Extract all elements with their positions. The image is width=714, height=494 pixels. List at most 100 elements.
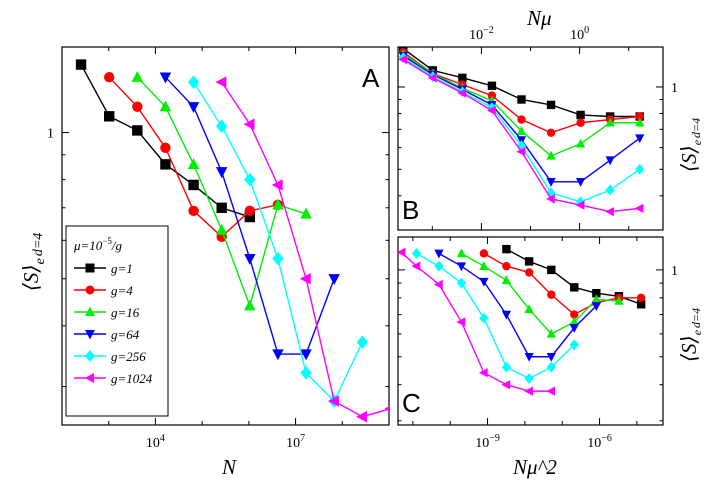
point-b-g-1024-4	[516, 147, 526, 157]
legend-label-g-256: g=256	[111, 349, 146, 364]
legend-item-g-1024: g=1024	[74, 371, 153, 386]
xlabel-b: Nμ	[526, 6, 552, 30]
point-a-g-4-5	[244, 205, 256, 217]
axes-frame-c	[397, 236, 664, 426]
point-a-g-1024-2	[271, 179, 283, 191]
point-a-g-1024-6	[384, 406, 389, 412]
point-c-g-1024-0	[398, 247, 406, 257]
point-c-g-1024-4	[478, 368, 488, 378]
point-a-g-4-3	[188, 205, 199, 217]
point-c-g-256-6	[546, 361, 556, 373]
legend-marker-g-1	[85, 263, 95, 273]
point-a-g-256-4	[300, 366, 312, 380]
point-b-g-4-5	[546, 128, 556, 137]
point-a-g-64-2	[215, 167, 228, 179]
point-a-g-1-6	[244, 211, 256, 223]
point-b-g-1024-5	[546, 194, 555, 204]
tick-label-a-x1: 107	[286, 433, 305, 451]
plot-area-c	[398, 244, 646, 396]
xlabel-a: N	[221, 455, 237, 479]
tick-label-c-x0: 10−9	[475, 433, 500, 451]
point-b-g-256-5	[546, 187, 556, 199]
plot-area-a	[75, 59, 389, 423]
point-b-g-4-8	[635, 112, 644, 121]
point-a-g-16-2	[187, 158, 200, 170]
point-a-g-256-6	[356, 335, 369, 350]
legend-marker-g-16	[85, 306, 95, 317]
point-c-g-16-5	[569, 316, 579, 326]
point-c-g-4-4	[570, 310, 579, 319]
ticks	[61, 47, 663, 425]
ylabel-c: ⟨S⟩ed=4	[677, 308, 704, 362]
point-c-g-1-3	[570, 283, 579, 292]
point-c-g-16-1	[479, 261, 489, 270]
series-line-b-g-1024	[402, 58, 640, 213]
point-b-g-16-5	[546, 150, 556, 160]
point-b-g-1024-7	[605, 207, 614, 217]
tick-label-a-y0: 1	[47, 127, 54, 142]
legend-marker-g-256	[85, 350, 95, 362]
point-a-g-256-3	[272, 251, 284, 266]
panel-label-b: B	[402, 195, 419, 225]
point-a-g-1024-3	[299, 273, 311, 285]
point-c-g-16-4	[546, 328, 556, 338]
tick-label-c-x1: 10−6	[587, 433, 612, 451]
point-a-g-1024-4	[327, 395, 339, 407]
point-a-g-4-1	[132, 101, 143, 112]
point-c-g-1024-3	[456, 317, 466, 327]
panel-label-a: A	[362, 63, 380, 93]
point-b-g-64-8	[635, 134, 645, 144]
series-line-b-g-1	[402, 48, 640, 118]
point-a-g-1-0	[75, 59, 87, 70]
point-c-g-1-1	[524, 257, 534, 266]
point-a-g-4-2	[160, 142, 171, 154]
legend-item-g-4: g=4	[74, 283, 133, 298]
point-a-g-1-2	[132, 125, 143, 136]
legend: μ=10−5/g g=1 g=4 g=16 g=64 g=256 g=1024	[65, 225, 169, 417]
point-c-g-16-7	[614, 295, 624, 305]
point-a-g-1-4	[188, 179, 199, 191]
point-a-g-1-3	[160, 159, 171, 170]
point-a-g-64-1	[187, 102, 200, 113]
series-line-c-g-256	[416, 252, 575, 380]
tick-label-c-y0: 1	[671, 264, 678, 279]
point-b-g-1024-6	[575, 200, 585, 210]
point-c-g-1-0	[502, 244, 511, 254]
series-layer	[75, 47, 646, 423]
ylabel-a: ⟨S⟩ed=4	[19, 233, 48, 292]
legend-box	[65, 225, 169, 417]
point-b-g-4-3	[487, 91, 497, 100]
point-b-g-1024-0	[398, 54, 408, 65]
tick-label-b-y0: 1	[671, 81, 678, 96]
point-b-g-16-8	[635, 117, 645, 127]
legend-label-g-1024: g=1024	[111, 371, 153, 386]
point-a-g-16-4	[244, 299, 256, 311]
point-c-g-1-6	[636, 300, 646, 309]
legend-label-g-64: g=64	[111, 327, 140, 342]
point-a-g-16-0	[131, 70, 144, 82]
point-a-g-64-4	[272, 349, 284, 361]
point-c-g-256-2	[456, 277, 467, 289]
point-b-g-256-6	[575, 196, 586, 208]
legend-item-g-16: g=16	[74, 305, 140, 320]
legend-title: μ=10−5/g	[73, 236, 123, 253]
point-c-g-4-7	[636, 293, 646, 303]
point-c-g-1-2	[547, 265, 556, 275]
point-a-g-256-2	[244, 172, 256, 187]
point-b-g-1-6	[576, 110, 585, 120]
point-b-g-1-2	[458, 73, 467, 83]
point-c-g-4-1	[502, 261, 511, 271]
point-b-g-256-3	[487, 102, 497, 114]
point-b-g-1024-2	[457, 88, 467, 98]
legend-marker-g-4	[85, 285, 95, 295]
point-c-g-64-4	[524, 352, 534, 362]
point-c-g-256-3	[479, 312, 489, 324]
point-b-g-4-4	[517, 115, 526, 124]
legend-item-g-1: g=1	[74, 261, 133, 276]
point-a-g-4-0	[103, 71, 115, 83]
point-b-g-256-4	[516, 140, 527, 152]
point-c-g-64-5	[546, 352, 556, 362]
point-a-g-16-1	[159, 100, 172, 112]
point-a-g-16-6	[300, 207, 312, 219]
